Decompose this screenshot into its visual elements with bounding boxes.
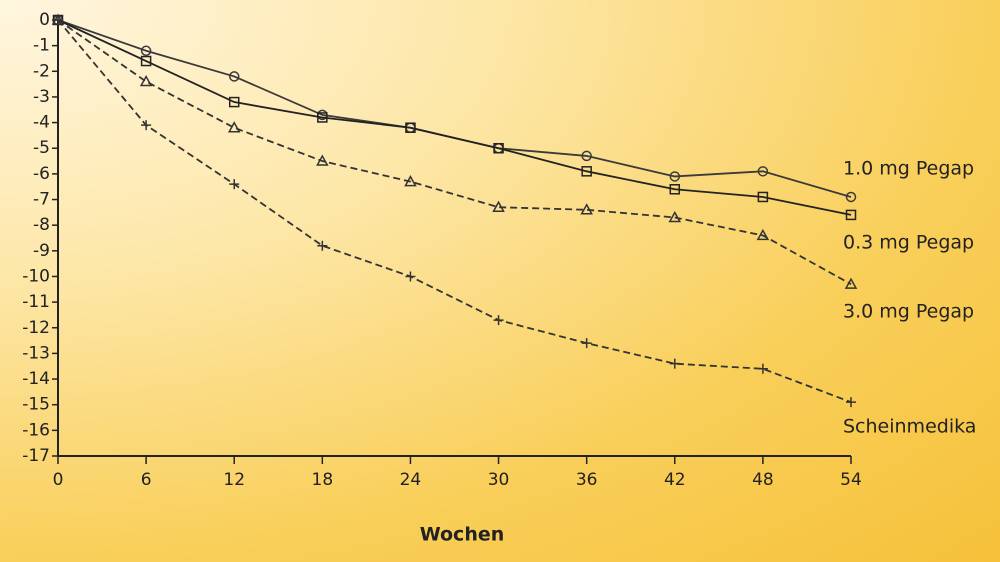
x-tick-label: 12 bbox=[223, 470, 245, 490]
marker bbox=[580, 203, 593, 215]
series-label: Scheinmedika bbox=[843, 416, 976, 438]
x-tick-label: 48 bbox=[752, 470, 774, 490]
x-tick-label: 54 bbox=[840, 470, 862, 490]
x-tick-label: 24 bbox=[400, 470, 422, 490]
y-tick-label: -11 bbox=[22, 292, 50, 312]
marker bbox=[669, 184, 681, 195]
marker bbox=[139, 75, 153, 87]
y-tick-label: 0 bbox=[39, 10, 50, 30]
y-tick-label: -5 bbox=[33, 138, 50, 158]
marker bbox=[757, 166, 769, 177]
series-label: 0.3 mg Pegap bbox=[843, 231, 974, 253]
x-tick-label: 6 bbox=[141, 470, 152, 490]
x-tick-label: 42 bbox=[664, 470, 686, 490]
marker bbox=[141, 120, 152, 131]
marker bbox=[756, 228, 770, 241]
y-tick-label: -3 bbox=[33, 87, 50, 107]
y-tick-label: -13 bbox=[22, 343, 50, 363]
y-tick-label: -15 bbox=[22, 395, 50, 415]
marker bbox=[405, 271, 416, 282]
series-line bbox=[57, 19, 852, 285]
marker bbox=[669, 171, 681, 182]
marker bbox=[140, 55, 152, 67]
x-tick-label: 36 bbox=[576, 470, 598, 490]
y-tick-label: -1 bbox=[33, 36, 50, 56]
x-tick-label: 30 bbox=[488, 470, 510, 490]
marker bbox=[492, 200, 505, 212]
x-tick-label: 18 bbox=[312, 470, 334, 490]
y-tick-label: -14 bbox=[22, 369, 50, 389]
marker bbox=[404, 175, 417, 187]
marker bbox=[140, 45, 152, 57]
y-tick-label: -9 bbox=[33, 241, 50, 261]
y-tick-label: -17 bbox=[22, 446, 50, 466]
marker bbox=[844, 277, 858, 289]
marker bbox=[668, 210, 682, 223]
y-tick-label: -10 bbox=[22, 266, 50, 286]
y-tick-label: -6 bbox=[33, 164, 50, 184]
y-tick-label: -16 bbox=[22, 420, 50, 440]
marker bbox=[405, 122, 416, 133]
marker bbox=[316, 154, 329, 166]
marker bbox=[317, 112, 328, 123]
series-line bbox=[57, 19, 852, 403]
y-tick-label: -7 bbox=[33, 190, 50, 210]
series-line bbox=[57, 19, 852, 216]
marker bbox=[317, 240, 328, 251]
y-tick-label: -2 bbox=[33, 61, 50, 81]
series-line bbox=[57, 19, 852, 198]
series-label: 1.0 mg Pegap bbox=[843, 157, 974, 179]
marker bbox=[757, 363, 768, 374]
x-tick-label: 0 bbox=[53, 470, 64, 490]
marker bbox=[845, 209, 857, 221]
marker bbox=[493, 315, 504, 326]
series-label: 3.0 mg Pegap bbox=[843, 301, 974, 323]
marker bbox=[229, 179, 240, 190]
marker bbox=[53, 15, 63, 25]
marker bbox=[846, 397, 856, 408]
y-tick-label: -8 bbox=[33, 215, 50, 235]
marker bbox=[845, 191, 857, 203]
marker bbox=[581, 166, 592, 177]
marker bbox=[757, 191, 769, 203]
x-axis-label: Wochen bbox=[420, 524, 505, 546]
marker bbox=[227, 121, 241, 133]
y-tick-label: -12 bbox=[22, 318, 50, 338]
marker bbox=[493, 142, 504, 154]
marker bbox=[228, 96, 240, 108]
marker bbox=[228, 71, 240, 82]
marker bbox=[581, 338, 592, 349]
marker bbox=[669, 358, 680, 369]
marker bbox=[581, 150, 592, 162]
y-tick-label: -4 bbox=[33, 113, 50, 133]
